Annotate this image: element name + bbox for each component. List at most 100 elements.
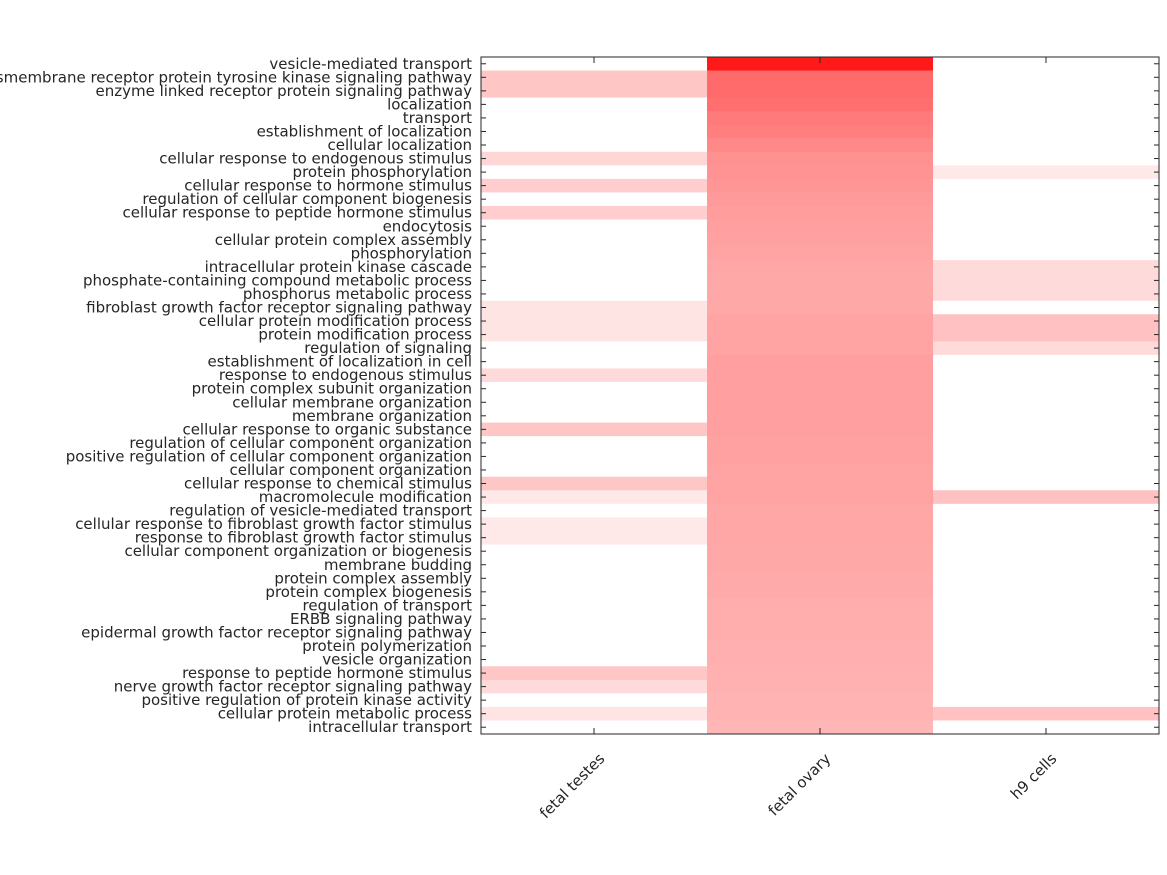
row-label: transmembrane receptor protein tyrosine …	[0, 68, 472, 86]
heatmap-cell	[933, 693, 1160, 708]
heatmap-cell	[933, 544, 1160, 559]
heatmap-cell	[933, 165, 1160, 180]
heatmap-cell	[933, 625, 1160, 640]
heatmap-cell	[481, 381, 708, 396]
row-label: cellular protein metabolic process	[218, 705, 472, 723]
row-label: phosphorus metabolic process	[243, 285, 472, 303]
heatmap-cell	[707, 327, 934, 342]
row-label: cellular membrane organization	[232, 393, 472, 411]
heatmap-cell	[707, 395, 934, 410]
heatmap-cell	[707, 192, 934, 207]
heatmap-cell	[707, 706, 934, 721]
heatmap-cell	[481, 639, 708, 654]
heatmap-cell	[481, 219, 708, 234]
heatmap-cell	[707, 666, 934, 681]
row-label: positive regulation of protein kinase ac…	[141, 691, 472, 709]
row-label: response to endogenous stimulus	[219, 366, 472, 384]
row-label: nerve growth factor receptor signaling p…	[114, 678, 472, 696]
heatmap-cell	[933, 557, 1160, 573]
row-label: ERBB signaling pathway	[290, 610, 472, 628]
heatmap-cell	[933, 571, 1160, 586]
heatmap-cell	[481, 314, 708, 329]
heatmap-cell	[933, 409, 1160, 424]
heatmap-cell	[707, 368, 934, 383]
row-label: transport	[403, 109, 472, 127]
heatmap-cell	[933, 111, 1160, 126]
heatmap-cell	[481, 124, 708, 139]
heatmap-cell	[933, 530, 1160, 545]
heatmap-cell	[707, 503, 934, 518]
heatmap-cell	[481, 449, 708, 464]
heatmap-cell	[481, 205, 708, 220]
row-label: vesicle organization	[322, 651, 472, 669]
heatmap-cell	[481, 246, 708, 261]
heatmap-cell	[933, 341, 1160, 356]
heatmap-cell	[933, 679, 1160, 694]
heatmap-cell	[481, 70, 708, 85]
heatmap-cell	[933, 205, 1160, 220]
row-label: protein phosphorylation	[293, 163, 472, 181]
heatmap-cell	[933, 233, 1160, 248]
heatmap-cell	[481, 598, 708, 613]
heatmap-cell	[933, 70, 1160, 85]
column-labels: fetal testes fetal ovary h9 cells	[536, 750, 1061, 823]
row-label: membrane budding	[324, 556, 472, 574]
heatmap-cell	[481, 693, 708, 708]
row-label: intracellular protein kinase cascade	[205, 258, 472, 276]
heatmap-cell	[707, 287, 934, 302]
heatmap-cell	[481, 151, 708, 166]
heatmap-cell	[481, 341, 708, 356]
row-label: membrane organization	[292, 407, 472, 425]
heatmap-cell	[933, 300, 1160, 315]
heatmap-cell	[707, 97, 934, 112]
heatmap-cell	[481, 165, 708, 180]
row-label: regulation of transport	[303, 596, 473, 614]
heatmap-cell	[707, 111, 934, 126]
heatmap-cell	[707, 436, 934, 451]
heatmap-cell	[933, 612, 1160, 627]
heatmap-cell	[707, 517, 934, 532]
heatmap-cell	[707, 151, 934, 166]
heatmap-cell	[707, 463, 934, 478]
column-label: fetal testes	[536, 750, 609, 823]
heatmap-cell	[707, 585, 934, 600]
heatmap-cell	[707, 219, 934, 234]
heatmap-cell	[707, 557, 934, 573]
heatmap-cell	[707, 84, 934, 99]
row-label: cellular response to endogenous stimulus	[159, 150, 472, 168]
heatmap-cell	[707, 449, 934, 464]
heatmap-cell	[481, 544, 708, 559]
heatmap-cell	[481, 273, 708, 288]
row-label: phosphate-containing compound metabolic …	[83, 271, 472, 289]
heatmap-cell	[707, 476, 934, 491]
heatmap-cell	[481, 57, 708, 72]
heatmap-cell	[707, 409, 934, 424]
column-label: fetal ovary	[764, 750, 834, 820]
row-label: endocytosis	[383, 217, 473, 235]
heatmap-cell	[481, 706, 708, 721]
heatmap-cell	[933, 395, 1160, 410]
heatmap-cell	[933, 476, 1160, 491]
heatmap-cell	[707, 246, 934, 261]
heatmap-cell	[933, 151, 1160, 166]
heatmap-cell	[707, 625, 934, 640]
heatmap-cell	[481, 287, 708, 302]
row-label: cellular component organization or bioge…	[124, 542, 472, 560]
row-label: cellular protein complex assembly	[215, 231, 472, 249]
heatmap-cell	[481, 720, 708, 735]
heatmap-cell	[707, 165, 934, 180]
heatmap-cell	[481, 679, 708, 694]
heatmap-cell	[707, 300, 934, 315]
heatmap-cell	[481, 111, 708, 126]
row-label: regulation of vesicle-mediated transport	[169, 502, 472, 520]
heatmap-cell	[481, 490, 708, 505]
row-label: protein modification process	[258, 326, 472, 344]
row-label: enzyme linked receptor protein signaling…	[95, 82, 472, 100]
heatmap-cell	[933, 463, 1160, 478]
heatmap-cell	[707, 530, 934, 545]
heatmap-cell	[481, 84, 708, 99]
heatmap-cell	[707, 639, 934, 654]
heatmap-cell	[481, 517, 708, 532]
row-label: protein complex subunit organization	[192, 380, 472, 398]
